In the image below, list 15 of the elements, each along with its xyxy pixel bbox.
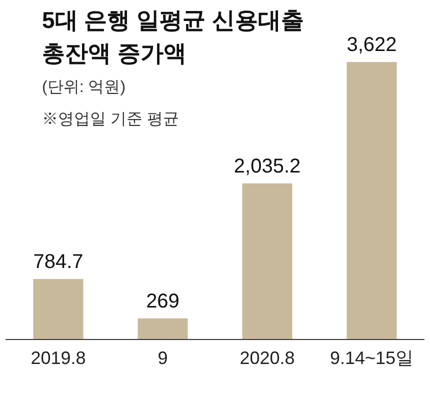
bar [346,62,397,339]
data-label: 784.7 [33,250,84,273]
text: (단위: 억원) [42,78,127,98]
data-label: 2,035.2 [234,155,301,178]
x-tick-label: 2019.8 [30,348,86,368]
x-tick-label: 9 [158,348,168,368]
bar [138,318,188,339]
bar [33,278,84,339]
bar [242,183,292,339]
x-tick-label: 9.14~15일 [330,348,414,368]
data-label: 269 [146,290,180,312]
chart-title: 5대 은행 일평균 신용대출 총잔액 증가액 [42,6,305,68]
annotation: ※영업일 기준 평균 [42,110,180,130]
x-tick-label: 2020.8 [240,348,295,368]
data-label: 3,622 [346,34,397,56]
